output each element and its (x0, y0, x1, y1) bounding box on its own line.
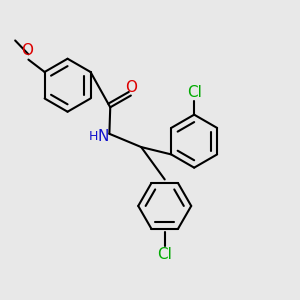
Text: N: N (98, 129, 109, 144)
Text: Cl: Cl (157, 247, 172, 262)
Text: O: O (125, 80, 137, 95)
Text: O: O (21, 43, 33, 58)
Text: Cl: Cl (187, 85, 202, 100)
Text: H: H (88, 130, 98, 143)
